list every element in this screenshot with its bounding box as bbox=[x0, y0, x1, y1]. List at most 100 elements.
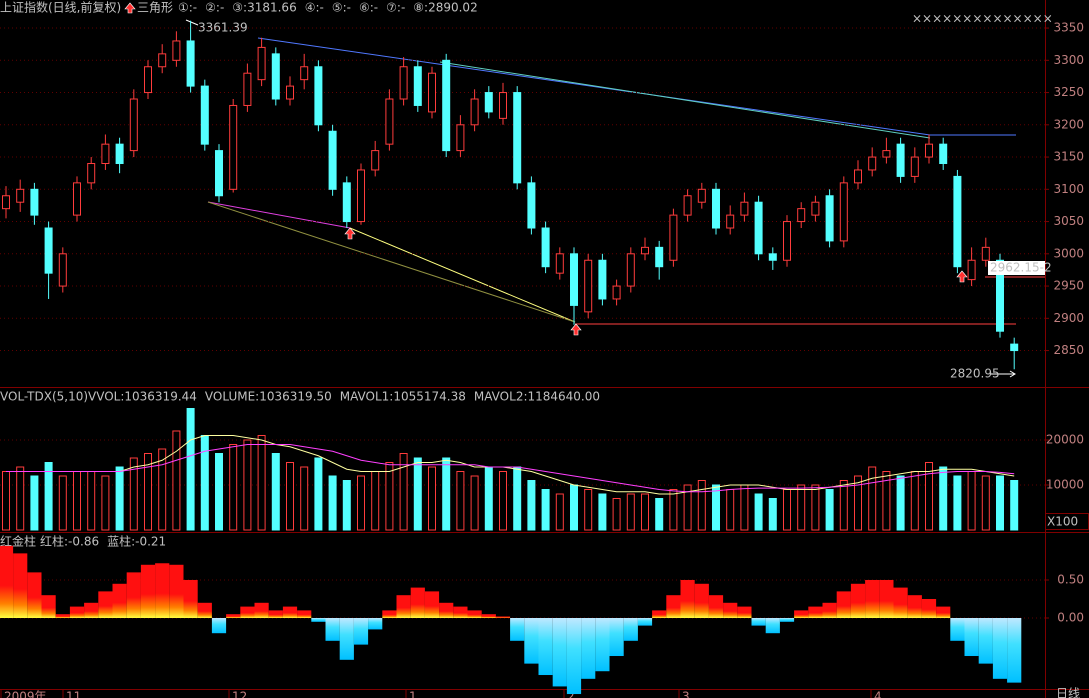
indicator-bar bbox=[126, 572, 141, 619]
volume-bar bbox=[158, 448, 167, 531]
volume-bar bbox=[868, 466, 877, 531]
indicator-bar bbox=[197, 602, 212, 619]
candle-body bbox=[740, 201, 749, 216]
legend-text: ②:- bbox=[205, 1, 224, 15]
candle-body bbox=[783, 221, 791, 261]
candle-body bbox=[626, 253, 635, 287]
volume-bar bbox=[215, 453, 223, 531]
candle-body bbox=[882, 150, 891, 158]
indicator-bar bbox=[169, 564, 184, 619]
date-label: 11 bbox=[66, 690, 81, 698]
candle-body bbox=[641, 246, 649, 255]
indicator-bar bbox=[694, 583, 709, 619]
candle-body bbox=[925, 143, 933, 158]
volume-bar bbox=[996, 475, 1004, 531]
volume-bar bbox=[910, 471, 919, 531]
indicator-bar bbox=[666, 595, 681, 619]
indicator-bar bbox=[779, 618, 795, 622]
y-tick-label: 2850 bbox=[1053, 343, 1084, 357]
date-label: 4 bbox=[874, 690, 882, 698]
candle-body bbox=[371, 150, 380, 171]
volume-bar bbox=[584, 489, 593, 531]
volume-bar bbox=[87, 471, 96, 531]
candle-body bbox=[229, 104, 238, 190]
volume-bar bbox=[612, 498, 621, 531]
candle-body bbox=[44, 227, 53, 274]
candle-body bbox=[939, 143, 948, 165]
volume-bar bbox=[797, 484, 806, 531]
candle-body bbox=[1010, 343, 1019, 352]
indicator-bar bbox=[467, 610, 482, 619]
candle-body bbox=[768, 253, 777, 261]
candle-body bbox=[896, 143, 905, 177]
indicator-bar bbox=[155, 563, 170, 619]
volume-bar bbox=[144, 453, 152, 531]
annotation: 2962.15-2 bbox=[990, 261, 1052, 275]
candle-body bbox=[570, 253, 578, 306]
indicator-bar bbox=[850, 583, 866, 619]
legend-text: MAVOL1:1055174.38 bbox=[340, 390, 466, 404]
volume-bar bbox=[669, 489, 678, 531]
candle-body bbox=[868, 156, 877, 171]
candle-body bbox=[215, 150, 223, 197]
candle-body bbox=[257, 46, 266, 81]
legend-text: 蓝柱:-0.21 bbox=[107, 534, 166, 549]
candle-body bbox=[101, 143, 110, 165]
candle-body bbox=[967, 259, 976, 281]
volume-bar bbox=[413, 457, 422, 531]
candle-body bbox=[342, 182, 351, 223]
legend-text: ⑤:- bbox=[332, 1, 351, 15]
candle-body bbox=[16, 188, 25, 203]
indicator-bar bbox=[680, 579, 695, 619]
volume-bar bbox=[428, 466, 436, 531]
indicator-bar bbox=[708, 595, 724, 619]
indicator-bar bbox=[353, 618, 369, 645]
candle-body bbox=[87, 163, 96, 184]
y-tick-label: 3000 bbox=[1053, 246, 1084, 260]
candle-body bbox=[754, 201, 763, 255]
indicator-bar bbox=[339, 618, 354, 660]
marks: ×××××××××××××× bbox=[912, 12, 1053, 26]
y-tick-label: 2900 bbox=[1053, 311, 1084, 325]
volume-bar bbox=[115, 466, 124, 531]
indicator-bar bbox=[950, 618, 965, 641]
legend-text: VOLUME:1036319.50 bbox=[205, 390, 332, 404]
indicator-bar bbox=[552, 618, 567, 687]
y-tick-label: 3250 bbox=[1053, 85, 1084, 99]
volume-bar bbox=[981, 475, 990, 531]
candle-body bbox=[144, 66, 152, 94]
indicator-bar bbox=[481, 614, 496, 619]
legend-text: ③:3181.66 bbox=[232, 1, 296, 15]
y-tick-label: 10000 bbox=[1046, 478, 1084, 492]
indicator-bar bbox=[311, 618, 326, 622]
candle-body bbox=[30, 188, 39, 216]
candle-body bbox=[825, 195, 834, 242]
candle-body bbox=[399, 66, 408, 100]
candle-body bbox=[2, 195, 10, 210]
date-label: 3 bbox=[682, 690, 690, 698]
candle-body bbox=[669, 214, 678, 261]
indicator-bar bbox=[978, 618, 993, 664]
volume-bar bbox=[399, 453, 408, 531]
indicator-bar bbox=[211, 618, 227, 634]
candle-body bbox=[981, 246, 990, 261]
trend-lines bbox=[185, 19, 1045, 378]
indicator-bar bbox=[623, 618, 638, 641]
indicator-bar bbox=[794, 610, 809, 619]
ma-line bbox=[6, 435, 1015, 495]
volume-bar bbox=[499, 471, 507, 531]
y-tick-label: 3300 bbox=[1053, 53, 1084, 67]
indicator-bar bbox=[140, 564, 156, 619]
indicator-bar bbox=[609, 618, 624, 657]
volume-bar bbox=[257, 435, 266, 531]
indicator-bar bbox=[424, 591, 440, 619]
volume-bar bbox=[768, 498, 777, 531]
indicator-bar bbox=[268, 610, 283, 619]
y-tick-label: 3200 bbox=[1053, 117, 1084, 131]
y-tick-label: 2950 bbox=[1053, 279, 1084, 293]
y-tick-label: 3350 bbox=[1053, 21, 1084, 35]
indicator-bar bbox=[652, 610, 667, 619]
indicator-bar bbox=[865, 579, 880, 619]
indicator-bar bbox=[495, 616, 511, 619]
